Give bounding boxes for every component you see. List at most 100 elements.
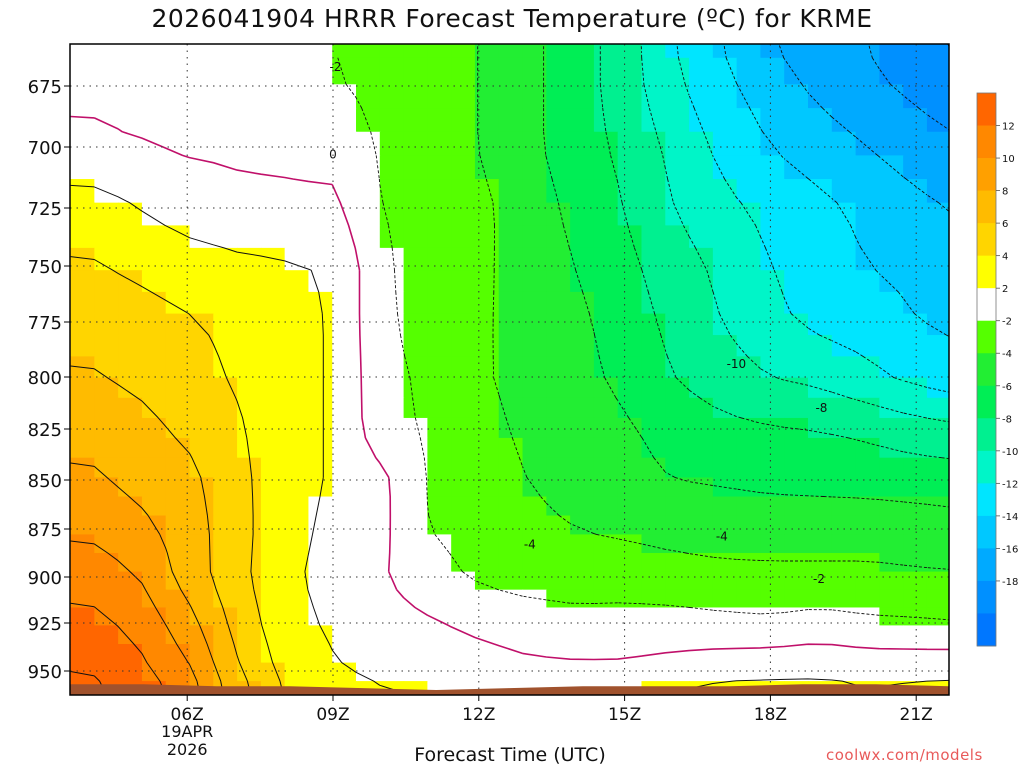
field-cell: [70, 84, 95, 109]
field-cell: [831, 397, 857, 419]
field-cell: [213, 57, 238, 85]
field-cell: [403, 417, 428, 439]
colorbar-label: -10: [1002, 447, 1018, 458]
x-tick-date: 19APR: [161, 722, 213, 741]
field-cell: [141, 247, 167, 271]
field-cell: [165, 457, 191, 479]
field-cell: [617, 417, 643, 439]
colorbar-swatch: [977, 515, 996, 549]
field-cell: [855, 247, 880, 271]
contour-label: 0: [329, 147, 337, 161]
field-cell: [260, 44, 286, 59]
field-cell: [70, 644, 95, 664]
field-cell: [760, 496, 785, 517]
field-cell: [189, 625, 214, 645]
field-cell: [332, 108, 357, 133]
isotherm-negative: [337, 57, 949, 621]
field-cell: [451, 397, 476, 419]
field-cell: [237, 571, 262, 591]
field-cell: [118, 57, 143, 85]
field-cell: [332, 534, 357, 554]
field-cell: [237, 515, 262, 535]
field-cell: [712, 553, 738, 573]
field-cell: [641, 589, 666, 609]
field-cell: [474, 534, 500, 554]
field-cell: [712, 534, 738, 554]
field-cell: [356, 44, 381, 59]
field-cell: [903, 155, 928, 180]
field-cell: [951, 203, 975, 226]
field-cell: [474, 179, 500, 204]
field-cell: [736, 247, 762, 271]
field-cell: [689, 155, 714, 180]
field-cell: [546, 356, 571, 379]
field-cell: [617, 270, 643, 293]
field-cell: [712, 84, 738, 109]
field-cell: [308, 335, 333, 357]
colorbar-label: -8: [1002, 414, 1012, 425]
field-cell: [498, 44, 524, 59]
field-cell: [784, 437, 809, 459]
field-cell: [427, 397, 452, 419]
field-cell: [427, 155, 452, 180]
field-cell: [189, 534, 214, 554]
field-cell: [546, 270, 571, 293]
field-cell: [522, 155, 547, 180]
field-cell: [94, 225, 119, 249]
field-cell: [855, 662, 880, 682]
field-cell: [760, 108, 785, 133]
field-cell: [808, 496, 833, 517]
y-tick-label: 700: [28, 138, 62, 159]
field-cell: [94, 417, 119, 439]
field-cell: [712, 662, 738, 682]
field-cell: [189, 553, 214, 573]
field-cell: [712, 44, 738, 59]
field-cell: [94, 270, 119, 293]
field-cell: [332, 496, 357, 517]
field-cell: [379, 534, 405, 554]
field-cell: [213, 270, 238, 293]
field-cell: [70, 417, 95, 439]
y-tick-label: 850: [28, 471, 62, 492]
field-cell: [522, 247, 547, 271]
field-cell: [70, 57, 95, 85]
field-cell: [332, 335, 357, 357]
isotherm-negative: [599, 44, 949, 460]
contour-label: -8: [815, 401, 827, 415]
field-cell: [308, 496, 333, 517]
field-cell: [427, 270, 452, 293]
field-cell: [427, 662, 452, 682]
field-cell: [570, 155, 595, 180]
field-cell: [665, 571, 690, 591]
field-cell: [189, 644, 214, 664]
field-cell: [308, 225, 333, 249]
field-cell: [712, 291, 738, 315]
field-cell: [879, 477, 904, 498]
field-cell: [784, 589, 809, 609]
field-cell: [831, 496, 857, 517]
x-tick-label: 09Z: [316, 705, 349, 725]
field-cell: [189, 356, 214, 379]
field-cell: [689, 553, 714, 573]
field-cell: [831, 57, 857, 85]
field-cell: [570, 515, 595, 535]
field-cell: [665, 477, 690, 498]
field-cell: [879, 84, 904, 109]
field-cell: [284, 335, 310, 357]
field-cell: [903, 356, 928, 379]
field-cell: [94, 84, 119, 109]
field-cell: [855, 457, 880, 479]
field-cell: [498, 270, 524, 293]
field-cell: [284, 496, 310, 517]
freezing-isotherm: [70, 115, 949, 661]
field-cell: [379, 644, 405, 664]
field-cell: [522, 179, 547, 204]
field-cell: [165, 155, 191, 180]
field-cell: [70, 571, 95, 591]
field-cell: [356, 202, 381, 226]
colorbar-swatch: [977, 223, 996, 257]
field-cell: [641, 515, 666, 535]
field-cell: [94, 571, 119, 591]
field-cell: [379, 607, 405, 626]
